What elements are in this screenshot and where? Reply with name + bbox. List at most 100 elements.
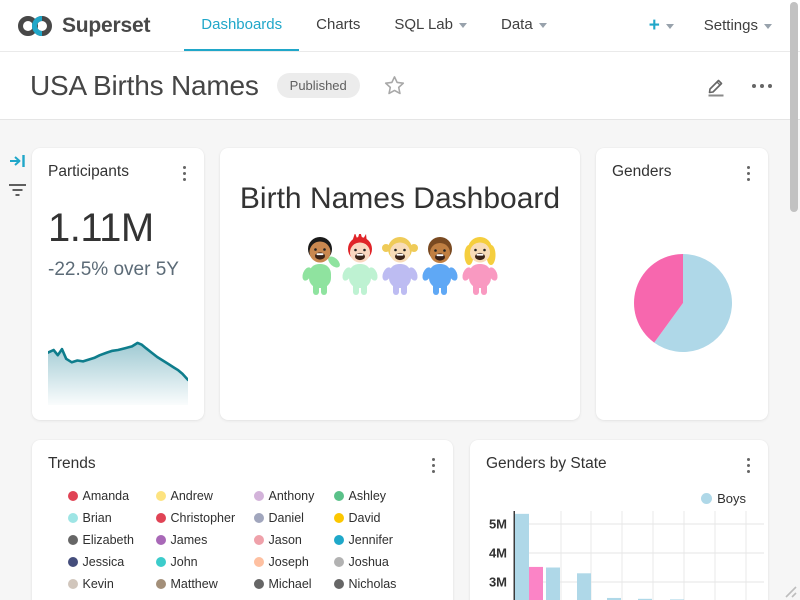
published-status-badge[interactable]: Published [276,73,360,98]
plus-icon: + [648,15,660,36]
chevron-down-icon [459,23,467,28]
bar-4[interactable] [607,597,621,600]
bar-1[interactable] [529,566,543,600]
page-scrollbar-thumb[interactable] [790,2,798,212]
nav-tab-label: Charts [316,16,361,33]
legend-label: Jason [268,533,302,547]
bar-5[interactable] [638,598,652,600]
big-number-value: 1.11M [48,206,154,250]
superset-logo[interactable]: Superset [0,0,160,51]
chart-options-kebab[interactable] [743,455,754,476]
y-axis-tick-label: 5M [489,517,507,532]
legend-color-dot [67,579,78,589]
arrow-to-bar-icon [10,155,25,167]
legend-item-christopher[interactable]: Christopher [155,511,254,525]
legend-color-dot [701,493,713,504]
legend-color-dot [333,491,344,501]
chevron-down-icon [764,24,772,29]
genders-by-state-bar-chart[interactable]: 5M 4M 3M [470,511,768,600]
chart-options-kebab[interactable] [179,163,190,184]
page-scrollbar-track[interactable] [788,0,800,600]
nav-tab-dashboards[interactable]: Dashboards [184,0,300,51]
legend-color-dot [333,535,344,545]
markdown-heading: Birth Names Dashboard [239,182,561,215]
chart-options-kebab[interactable] [743,163,754,184]
nav-tab-data[interactable]: Data [484,0,564,51]
y-axis-tick-label: 4M [489,546,507,561]
chart-options-kebab[interactable] [428,455,439,476]
more-options-button[interactable] [752,83,772,88]
legend-item-elizabeth[interactable]: Elizabeth [67,533,156,547]
legend-item-anthony[interactable]: Anthony [253,489,334,503]
legend-item-andrew[interactable]: Andrew [155,489,254,503]
legend-item-nicholas[interactable]: Nicholas [333,577,418,591]
legend-label: Jessica [82,555,125,569]
settings-label: Settings [703,17,758,34]
favorite-star-button[interactable] [384,75,405,96]
primary-nav: Dashboards Charts SQL Lab Data [184,0,563,51]
legend-color-dot [67,557,78,567]
legend-label: Jennifer [348,533,393,547]
brand-name: Superset [62,13,151,37]
filter-funnel-icon [9,184,26,196]
expand-filter-bar-button[interactable] [9,152,27,175]
edit-dashboard-button[interactable] [704,74,728,98]
legend-color-dot [333,513,344,523]
legend-label: Brian [82,511,112,525]
bar-3[interactable] [577,573,591,600]
legend-item-joshua[interactable]: Joshua [333,555,418,569]
legend-item-michael[interactable]: Michael [253,577,334,591]
legend-item-brian[interactable]: Brian [67,511,156,525]
filters-button[interactable] [8,181,27,204]
settings-menu[interactable]: Settings [704,17,772,34]
legend-label: David [348,511,381,525]
markdown-card: Birth Names Dashboard [220,148,580,420]
nav-tab-charts[interactable]: Charts [299,0,377,51]
chart-title: Genders by State [486,455,607,472]
resize-handle-icon[interactable] [783,584,797,598]
page-title: USA Births Names [30,69,259,101]
new-item-button[interactable]: + [649,16,674,35]
legend-item-jason[interactable]: Jason [253,533,334,547]
nav-tab-label: Dashboards [201,16,283,33]
legend-item-joseph[interactable]: Joseph [253,555,334,569]
participants-sparkline-chart [48,341,188,405]
chart-card-genders: Genders [596,148,768,420]
ellipsis-dot [768,83,772,88]
legend-color-dot [67,513,78,523]
legend-item-john[interactable]: John [155,555,254,569]
chart-title: Trends [48,455,96,472]
legend-label: Amanda [82,489,130,503]
legend-color-dot [155,491,166,501]
genders-by-state-legend: Boys [470,491,768,506]
legend-label: Christopher [170,511,236,525]
nav-tab-sql-lab[interactable]: SQL Lab [377,0,484,51]
legend-label: Boys [717,491,746,506]
pie-slice-0[interactable] [654,254,733,352]
bar-2[interactable] [546,567,560,600]
top-navbar: Superset Dashboards Charts SQL Lab Data … [0,0,800,52]
legend-item-boys[interactable]: Boys [701,491,746,506]
legend-item-daniel[interactable]: Daniel [253,511,334,525]
legend-label: Andrew [170,489,213,503]
legend-color-dot [253,557,264,567]
legend-item-ashley[interactable]: Ashley [333,489,418,503]
legend-color-dot [253,513,264,523]
legend-item-kevin[interactable]: Kevin [67,577,156,591]
star-icon [384,76,404,95]
bar-0[interactable] [515,513,529,600]
legend-color-dot [155,579,166,589]
chevron-down-icon [538,23,547,28]
legend-item-jennifer[interactable]: Jennifer [333,533,418,547]
legend-item-jessica[interactable]: Jessica [67,555,156,569]
legend-color-dot [155,535,166,545]
legend-item-david[interactable]: David [333,511,418,525]
pie-slice-1[interactable] [634,254,683,343]
legend-item-amanda[interactable]: Amanda [67,489,156,503]
legend-label: Matthew [170,577,218,591]
legend-color-dot [333,579,344,589]
legend-item-matthew[interactable]: Matthew [155,577,254,591]
genders-pie-chart[interactable] [596,244,768,364]
legend-item-james[interactable]: James [155,533,254,547]
ellipsis-dot [760,83,764,88]
